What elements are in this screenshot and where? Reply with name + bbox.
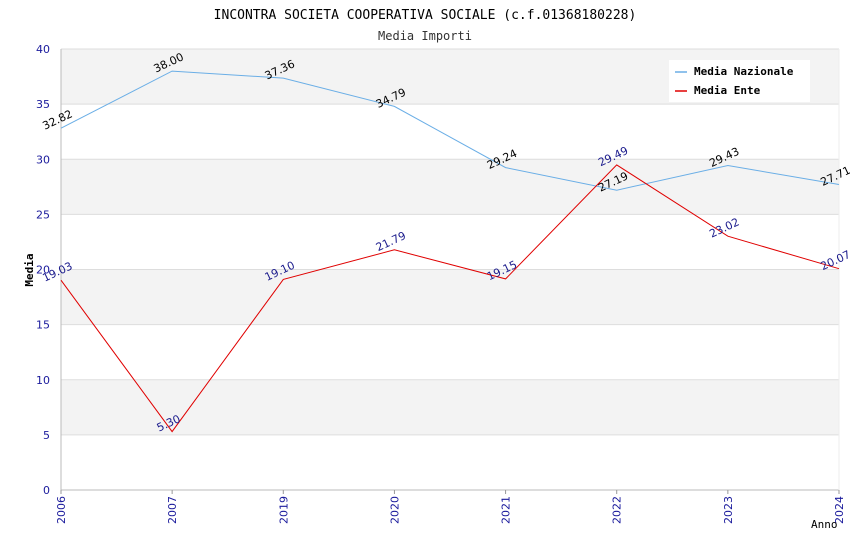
- series-line-media-ente: [60, 164, 840, 433]
- x-tick-labels: 2006 2007 2019 2020 2021 2022 2023 2024: [55, 490, 846, 524]
- legend: Media Nazionale Media Ente: [669, 60, 810, 102]
- series-lines: [60, 70, 840, 433]
- y-tick-label: 30: [36, 153, 50, 166]
- y-tick-label: 20: [36, 264, 50, 277]
- y-tick-labels: 0 5 10 15 20 25 30 35 40: [36, 43, 50, 497]
- y-axis-label: Media: [23, 253, 36, 286]
- x-tick-label: 2022: [611, 496, 624, 524]
- grid-band: [61, 324, 839, 380]
- y-tick-label: 0: [43, 484, 50, 497]
- legend-box: [669, 60, 810, 102]
- grid-bands: [61, 49, 839, 490]
- chart-subtitle: Media Importi: [378, 29, 472, 43]
- x-tick-label: 2019: [277, 496, 290, 524]
- x-tick-label: 2023: [722, 496, 735, 524]
- x-tick-label: 2021: [500, 496, 513, 524]
- y-tick-label: 5: [43, 429, 50, 442]
- x-tick-label: 2024: [833, 496, 846, 524]
- y-tick-label: 35: [36, 98, 50, 111]
- axes: [60, 49, 840, 491]
- legend-entry-media-ente: Media Ente: [694, 84, 761, 97]
- x-tick-label: 2020: [388, 496, 401, 524]
- grid-band: [61, 104, 839, 160]
- y-tick-label: 25: [36, 208, 50, 221]
- legend-entry-media-nazionale: Media Nazionale: [694, 65, 794, 78]
- x-tick-label: 2007: [166, 496, 179, 524]
- grid-band: [61, 214, 839, 270]
- grid-band: [61, 269, 839, 325]
- grid-band: [61, 159, 839, 215]
- chart-title: INCONTRA SOCIETA COOPERATIVA SOCIALE (c.…: [214, 8, 637, 23]
- grid-band: [61, 379, 839, 435]
- y-tick-label: 15: [36, 319, 50, 332]
- series-line-media-nazionale: [60, 70, 840, 191]
- y-tick-label: 40: [36, 43, 50, 56]
- grid-band: [61, 434, 839, 490]
- y-tick-label: 10: [36, 374, 50, 387]
- x-tick-label: 2006: [55, 496, 68, 524]
- x-axis-label: Anno: [811, 518, 838, 531]
